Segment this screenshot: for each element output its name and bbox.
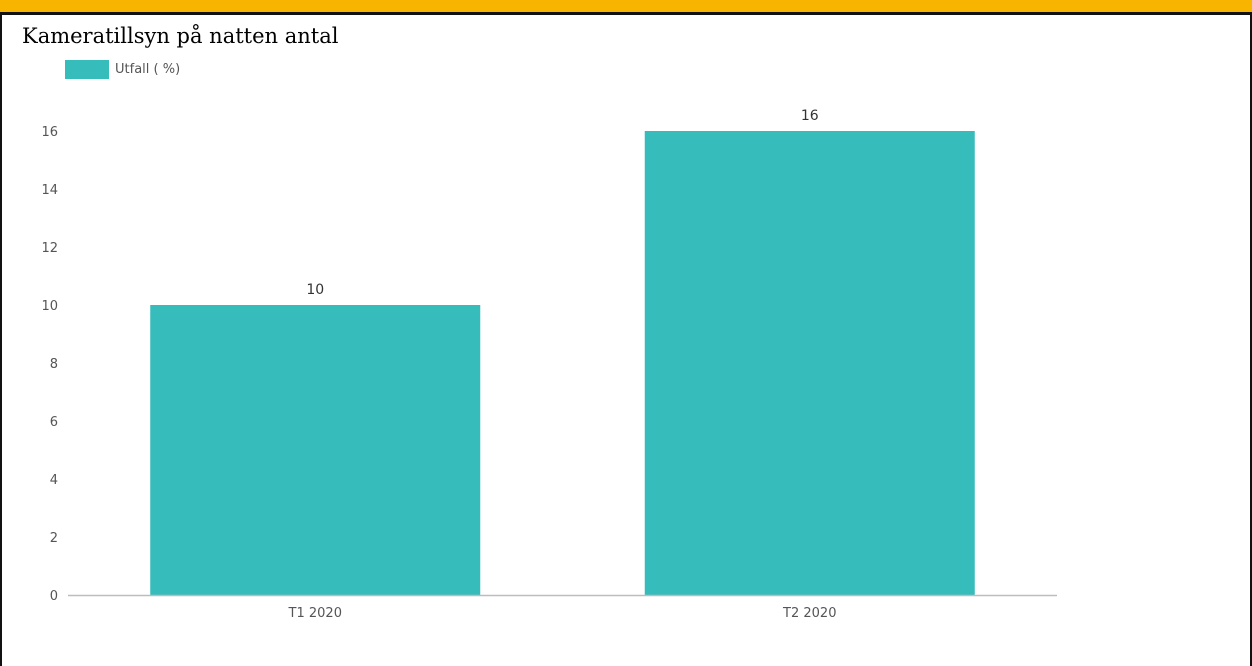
- x-tick-label: T2 2020: [782, 606, 836, 621]
- right-border: [1250, 15, 1252, 666]
- y-tick-label: 16: [41, 125, 58, 140]
- bar: [150, 305, 481, 595]
- legend-swatch: [65, 60, 109, 79]
- y-tick-label: 4: [50, 473, 58, 488]
- x-tick-label: T1 2020: [288, 606, 342, 621]
- bar: [644, 131, 975, 595]
- legend: Utfall ( %): [65, 60, 180, 79]
- y-tick-label: 6: [50, 415, 58, 430]
- chart-title: Kameratillsyn på natten antal: [22, 24, 339, 48]
- y-tick-label: 0: [50, 589, 58, 604]
- y-tick-label: 2: [50, 531, 58, 546]
- top-band: [0, 0, 1252, 15]
- y-tick-label: 12: [41, 241, 58, 256]
- y-tick-label: 8: [50, 357, 58, 372]
- data-label: 10: [306, 282, 324, 298]
- legend-label: Utfall ( %): [115, 62, 181, 77]
- data-label: 16: [801, 108, 819, 124]
- left-border: [0, 15, 2, 666]
- y-tick-label: 14: [41, 183, 58, 198]
- y-tick-label: 10: [41, 299, 58, 314]
